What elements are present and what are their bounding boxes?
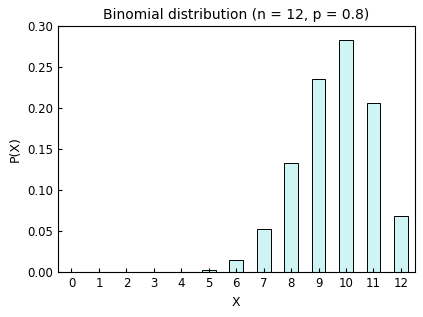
Bar bbox=[257, 229, 271, 272]
Bar bbox=[312, 79, 325, 272]
Title: Binomial distribution (n = 12, p = 0.8): Binomial distribution (n = 12, p = 0.8) bbox=[103, 8, 369, 22]
Y-axis label: P(X): P(X) bbox=[8, 136, 21, 162]
Bar bbox=[339, 40, 353, 272]
Bar bbox=[284, 163, 298, 272]
Bar bbox=[229, 260, 243, 272]
Bar bbox=[367, 103, 380, 272]
Bar bbox=[394, 216, 408, 272]
Bar bbox=[202, 269, 216, 272]
X-axis label: X: X bbox=[232, 296, 241, 309]
